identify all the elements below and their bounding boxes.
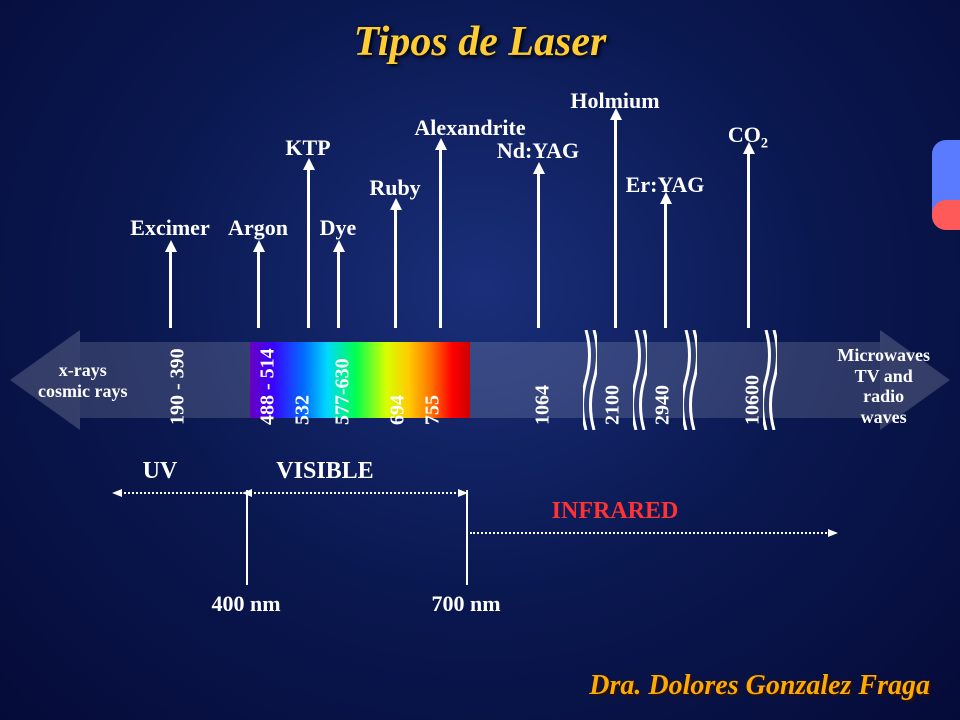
xrays-text: x-rays — [59, 360, 107, 380]
edge-accent-2 — [932, 200, 960, 230]
nm-tick — [246, 490, 248, 585]
laser-arrow-ndyag — [537, 172, 540, 328]
wavelength-1064: 1064 — [532, 385, 555, 425]
laser-arrow-eryag — [664, 202, 667, 328]
tv-and-text: TV and — [855, 366, 913, 386]
nm-label: 400 nm — [211, 591, 280, 617]
radio-text: radio — [863, 386, 904, 406]
laser-arrow-co2 — [747, 152, 750, 328]
wavelength-10600: 10600 — [742, 375, 765, 425]
laser-label-dye: Dye — [320, 215, 357, 241]
wavelength-694: 694 — [387, 395, 410, 425]
spectrum-break — [633, 330, 647, 430]
spectrum-break — [763, 330, 777, 430]
wavelength-488---514: 488 - 514 — [257, 348, 280, 425]
nm-tick — [466, 490, 468, 585]
author-name: Dra. Dolores Gonzalez Fraga — [589, 670, 930, 702]
laser-arrow-argon — [257, 250, 260, 328]
wavelength-2940: 2940 — [652, 385, 675, 425]
region-line-visible — [250, 492, 460, 494]
right-side-label: Microwaves TV and radio waves — [837, 345, 930, 428]
spectrum-break — [683, 330, 697, 430]
wavelength-755: 755 — [422, 395, 445, 425]
wavelength-532: 532 — [292, 395, 315, 425]
waves-text: waves — [861, 407, 907, 427]
wavelength-2100: 2100 — [602, 385, 625, 425]
left-side-label: x-rays cosmic rays — [38, 360, 127, 401]
laser-arrow-excimer — [169, 250, 172, 328]
wavelength-577-630: 577-630 — [332, 358, 355, 425]
laser-arrow-holmium — [614, 118, 617, 328]
slide-title: Tipos de Laser — [0, 18, 960, 66]
spectrum-break — [583, 330, 597, 430]
nm-label: 700 nm — [431, 591, 500, 617]
laser-label-excimer: Excimer — [130, 215, 209, 241]
laser-label-ndyag: Nd:YAG — [497, 138, 579, 164]
laser-label-argon: Argon — [228, 215, 288, 241]
laser-arrow-dye — [337, 250, 340, 328]
region-label-infrared: INFRARED — [552, 498, 679, 525]
laser-arrow-ktp — [307, 168, 310, 328]
cosmic-rays-text: cosmic rays — [38, 381, 127, 401]
laser-arrow-ruby — [394, 208, 397, 328]
region-line-infrared — [470, 532, 830, 534]
microwaves-text: Microwaves — [837, 345, 930, 365]
region-line-uv — [120, 492, 242, 494]
wavelength-190---390: 190 - 390 — [167, 348, 190, 425]
laser-arrow-alexandrite — [439, 148, 442, 328]
region-label-visible: VISIBLE — [276, 458, 373, 485]
region-label-uv: UV — [143, 458, 178, 485]
